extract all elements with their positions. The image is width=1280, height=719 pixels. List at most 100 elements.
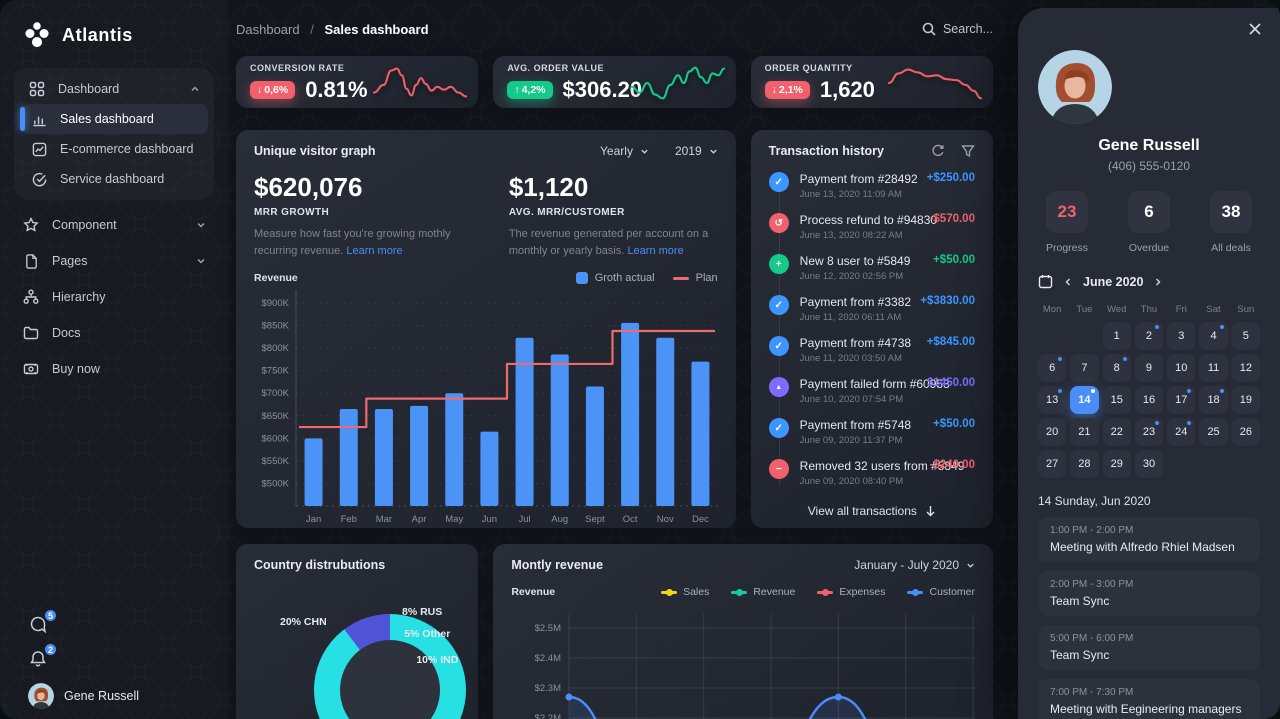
kpi-delta-badge: ↓ 0,6% <box>250 81 296 99</box>
schedule-event[interactable]: 2:00 PM - 3:00 PM Team Sync <box>1038 571 1260 616</box>
svg-text:$2.4M: $2.4M <box>535 653 561 664</box>
legend-sales[interactable]: Sales <box>661 586 709 598</box>
legend-plan[interactable]: Plan <box>672 272 718 284</box>
breadcrumb-parent[interactable]: Dashboard <box>236 21 300 37</box>
transaction-row[interactable]: ▲ Payment failed form #60958 June 10, 2020… <box>768 377 975 418</box>
calendar-day-7[interactable]: 7 <box>1070 354 1099 382</box>
svg-text:May: May <box>445 514 463 525</box>
legend-revenue[interactable]: Revenue <box>731 586 795 598</box>
calendar-day-22[interactable]: 22 <box>1102 418 1131 446</box>
stat-value: 6 <box>1128 191 1170 233</box>
sidebar-footer: 5 2 Gene Russell <box>28 608 139 709</box>
transaction-row[interactable]: + New 8 user to #5849 June 12, 2020 02:56 … <box>768 254 975 295</box>
period-select[interactable]: Yearly <box>600 144 649 158</box>
profile-phone: (406) 555-0120 <box>1107 159 1191 173</box>
calendar-day-4[interactable]: 4 <box>1199 322 1228 350</box>
sidebar-user[interactable]: Gene Russell <box>28 683 139 709</box>
calendar-day-6[interactable]: 6 <box>1038 354 1067 382</box>
transaction-row[interactable]: − Removed 32 users from #5849 June 09, 202… <box>768 459 975 500</box>
calendar-day-29[interactable]: 29 <box>1102 450 1131 478</box>
svg-text:Feb: Feb <box>341 514 357 525</box>
sidebar-item-component[interactable]: Component <box>14 210 214 240</box>
stat-progress[interactable]: 23 Progress <box>1046 191 1088 254</box>
calendar-day-3[interactable]: 3 <box>1167 322 1196 350</box>
calendar-day-10[interactable]: 10 <box>1167 354 1196 382</box>
breadcrumb: Dashboard / Sales dashboard <box>236 21 429 37</box>
calendar-day-25[interactable]: 25 <box>1199 418 1228 446</box>
calendar-day-2[interactable]: 2 <box>1134 322 1164 350</box>
notifications-button[interactable]: 2 <box>28 642 58 669</box>
calendar-day-9[interactable]: 9 <box>1134 354 1164 382</box>
calendar-next-button[interactable] <box>1153 277 1163 287</box>
learn-more-link[interactable]: Learn more <box>346 245 403 258</box>
check-icon: ✓ <box>768 336 789 356</box>
calendar-day-13[interactable]: 13 <box>1038 386 1067 414</box>
calendar-day-23[interactable]: 23 <box>1134 418 1164 446</box>
transaction-row[interactable]: ✓ Payment from #28492 June 13, 2020 11:09 … <box>768 172 975 213</box>
y-axis-title: Revenue <box>254 272 298 285</box>
kpi-row: CONVERSION RATE ↓ 0,6% 0.81% AVG. ORDER V… <box>236 56 993 108</box>
donut-segment-label: 20% CHN <box>280 616 327 628</box>
stat-all-deals[interactable]: 38 All deals <box>1209 191 1252 254</box>
search-input[interactable]: Search... <box>922 22 993 36</box>
transaction-row[interactable]: ✓ Payment from #5748 June 09, 2020 11:37 P… <box>768 418 975 459</box>
schedule-date-label: 14 Sunday, Jun 2020 <box>1038 494 1151 508</box>
sidebar-item-ecommerce-dashboard[interactable]: E-commerce dashboard <box>22 134 208 164</box>
transaction-amount: -$570.00 <box>929 213 975 225</box>
calendar-empty-cell <box>1199 450 1227 478</box>
calendar-day-27[interactable]: 27 <box>1038 450 1067 478</box>
calendar-day-5[interactable]: 5 <box>1231 322 1260 350</box>
right-profile-panel: Gene Russell (406) 555-0120 23 Progress … <box>1018 8 1280 719</box>
legend-expenses[interactable]: Expenses <box>817 586 885 598</box>
sidebar-item-hierarchy[interactable]: Hierarchy <box>14 282 214 312</box>
legend-customer[interactable]: Customer <box>907 586 975 598</box>
calendar-day-28[interactable]: 28 <box>1070 450 1099 478</box>
calendar-day-8[interactable]: 8 <box>1102 354 1131 382</box>
transaction-row[interactable]: ✓ Payment from #3382 June 11, 2020 06:11 A… <box>768 295 975 336</box>
sidebar-item-pages[interactable]: Pages <box>14 246 214 276</box>
event-dot <box>1058 389 1063 393</box>
chat-button[interactable]: 5 <box>28 608 58 635</box>
schedule-event[interactable]: 7:00 PM - 7:30 PM Meeting with Eegineerin… <box>1038 679 1260 719</box>
calendar-day-19[interactable]: 19 <box>1231 386 1260 414</box>
kpi-label: ORDER QUANTITY <box>764 63 853 73</box>
calendar-day-26[interactable]: 26 <box>1231 418 1260 446</box>
view-all-transactions-button[interactable]: View all transactions <box>769 504 975 518</box>
chevron-down-icon <box>641 149 648 154</box>
year-select[interactable]: 2019 <box>675 144 718 158</box>
transaction-row[interactable]: ✓ Payment from #4738 June 11, 2020 03:50 A… <box>768 336 975 377</box>
calendar-day-15[interactable]: 15 <box>1102 386 1131 414</box>
learn-more-link[interactable]: Learn more <box>627 245 684 258</box>
refresh-icon[interactable] <box>931 144 945 158</box>
calendar-prev-button[interactable] <box>1063 277 1073 287</box>
schedule-event[interactable]: 1:00 PM - 2:00 PM Meeting with Alfredo Rh… <box>1038 517 1260 562</box>
calendar-day-11[interactable]: 11 <box>1199 354 1228 382</box>
sidebar-item-docs[interactable]: Docs <box>14 318 214 348</box>
calendar-day-17[interactable]: 17 <box>1167 386 1196 414</box>
country-donut-chart: 20% CHN 8% RUS 5% Other 10% IND <box>254 572 466 719</box>
sidebar-item-dashboard[interactable]: Dashboard <box>20 74 208 104</box>
calendar-day-12[interactable]: 12 <box>1231 354 1260 382</box>
calendar-day-18[interactable]: 18 <box>1199 386 1228 414</box>
schedule-event[interactable]: 5:00 PM - 6:00 PM Team Sync <box>1038 625 1260 670</box>
filter-icon[interactable] <box>961 144 975 158</box>
chevron-down-icon <box>196 220 206 230</box>
transaction-list: ✓ Payment from #28492 June 13, 2020 11:09 … <box>768 172 975 500</box>
sidebar-item-service-dashboard[interactable]: Service dashboard <box>22 164 208 194</box>
svg-text:Oct: Oct <box>623 514 638 525</box>
transaction-row[interactable]: ↺ Process refund to #94830 June 13, 2020 0… <box>768 213 975 254</box>
calendar-day-21[interactable]: 21 <box>1070 418 1099 446</box>
sidebar-item-buy-now[interactable]: Buy now <box>14 354 214 384</box>
stat-value: 38 <box>1209 191 1252 233</box>
date-range-select[interactable]: January - July 2020 <box>854 558 975 572</box>
stat-overdue[interactable]: 6 Overdue <box>1128 191 1170 254</box>
calendar-day-16[interactable]: 16 <box>1134 386 1164 414</box>
calendar-day-20[interactable]: 20 <box>1038 418 1067 446</box>
calendar-day-30[interactable]: 30 <box>1134 450 1164 478</box>
calendar-day-1[interactable]: 1 <box>1102 322 1131 350</box>
close-icon[interactable] <box>1248 22 1262 36</box>
legend-groth-actual[interactable]: Groth actual <box>575 272 655 285</box>
sidebar-item-sales-dashboard[interactable]: Sales dashboard <box>20 104 208 134</box>
calendar-day-24[interactable]: 24 <box>1167 418 1196 446</box>
calendar-day-14[interactable]: 14 <box>1070 386 1099 414</box>
